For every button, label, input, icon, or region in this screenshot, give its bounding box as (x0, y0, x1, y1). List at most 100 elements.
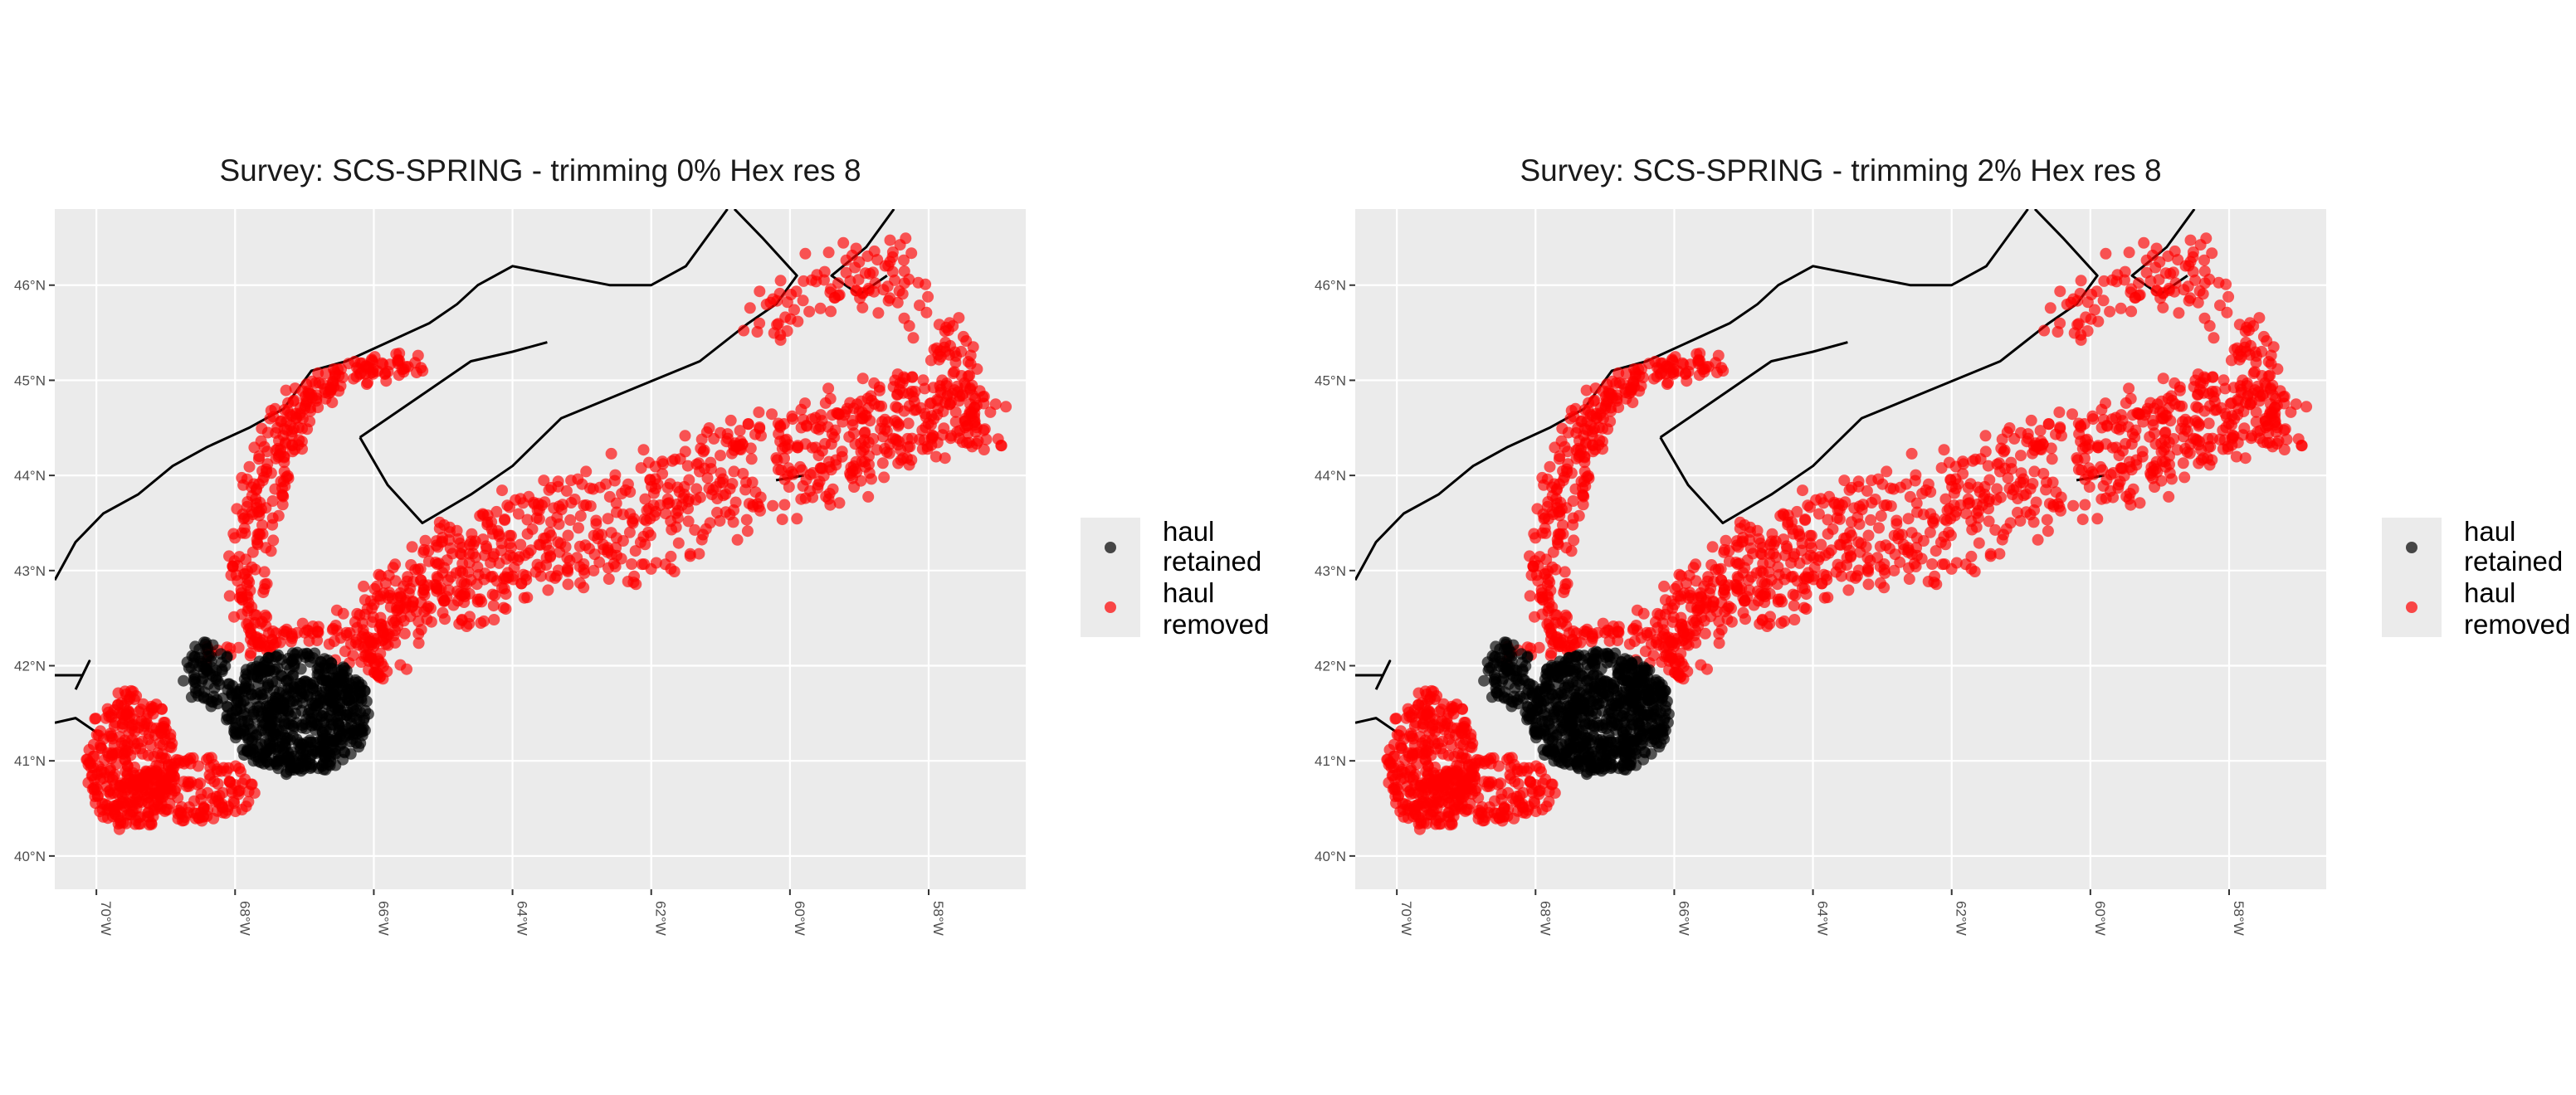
data-point (775, 464, 788, 476)
data-point (1405, 728, 1417, 740)
data-point (623, 526, 636, 538)
data-point (1456, 703, 1468, 715)
data-point (1532, 560, 1544, 572)
data-point (1869, 494, 1881, 505)
data-point (1546, 506, 1559, 518)
data-point (1713, 628, 1725, 640)
data-point (1842, 584, 1855, 596)
data-point (543, 544, 555, 557)
data-point (261, 611, 273, 623)
data-point (568, 494, 581, 505)
data-point (534, 562, 546, 573)
data-point (2071, 452, 2083, 465)
data-point (1427, 805, 1440, 817)
data-point (879, 413, 891, 426)
data-point (1979, 445, 1992, 458)
data-point (306, 697, 319, 709)
data-point (1939, 558, 1951, 571)
data-point (2208, 332, 2220, 344)
data-point (1743, 584, 1755, 596)
data-point (1413, 779, 1426, 791)
data-point (2300, 401, 2313, 413)
data-point (1891, 518, 1903, 530)
data-point (1580, 384, 1593, 397)
data-point (2081, 296, 2094, 309)
data-point (995, 440, 1007, 451)
data-point (1862, 578, 1875, 591)
data-point (281, 405, 294, 416)
data-point (2159, 267, 2172, 280)
data-point (1910, 532, 1923, 544)
data-point (1565, 545, 1578, 557)
data-point (1546, 778, 1559, 791)
data-point (1667, 356, 1679, 368)
data-point (978, 423, 991, 436)
data-point (406, 541, 418, 553)
data-point (228, 726, 241, 738)
legend-swatch-removed (1105, 601, 1116, 613)
data-point (2076, 442, 2089, 455)
data-point (2091, 513, 2104, 525)
data-point (2187, 246, 2199, 258)
data-point (1578, 423, 1591, 435)
data-point (1991, 483, 2003, 495)
data-point (2014, 476, 2027, 489)
data-point (1623, 638, 1636, 650)
x-tick-label: 64°W (515, 901, 530, 936)
data-point (656, 458, 669, 470)
data-point (2030, 496, 2042, 509)
data-point (2015, 467, 2027, 479)
data-point (351, 362, 363, 374)
data-point (2194, 239, 2207, 251)
data-point (1816, 577, 1828, 590)
data-point (2164, 459, 2175, 470)
data-point (1478, 776, 1490, 788)
data-point (1905, 447, 1918, 460)
data-point (1758, 588, 1770, 601)
data-point (715, 467, 727, 479)
data-point (417, 365, 429, 377)
data-point (637, 444, 650, 456)
data-point (559, 541, 572, 553)
data-point (246, 669, 258, 681)
data-point (1578, 490, 1590, 503)
data-point (262, 678, 274, 690)
data-point (1910, 469, 1922, 481)
data-point (800, 419, 812, 431)
data-point (1835, 570, 1847, 582)
data-point (1732, 541, 1744, 553)
data-point (512, 508, 524, 520)
data-point (2075, 275, 2087, 287)
data-point (679, 445, 691, 458)
data-point (2020, 488, 2032, 500)
data-point (538, 533, 550, 544)
data-point (2226, 439, 2238, 451)
data-point (523, 490, 535, 503)
data-point (1861, 484, 1873, 497)
data-point (715, 450, 726, 462)
data-point (774, 275, 787, 287)
data-point (2038, 324, 2051, 337)
data-point (263, 742, 276, 755)
y-tick-label: 45°N (14, 372, 46, 388)
data-point (2125, 283, 2138, 295)
data-point (989, 398, 1002, 411)
data-point (1454, 737, 1466, 750)
data-point (1756, 577, 1769, 589)
data-point (2100, 247, 2112, 260)
data-point (778, 499, 791, 511)
data-point (1683, 569, 1695, 582)
data-point (940, 321, 953, 333)
data-point (182, 754, 194, 766)
data-point (118, 699, 130, 712)
data-point (1540, 553, 1553, 566)
data-point (642, 503, 655, 515)
data-point (1996, 533, 2008, 546)
data-point (848, 481, 861, 493)
data-point (501, 499, 514, 512)
data-point (914, 299, 925, 312)
data-point (399, 601, 412, 613)
data-point (609, 469, 622, 481)
data-point (488, 614, 500, 625)
